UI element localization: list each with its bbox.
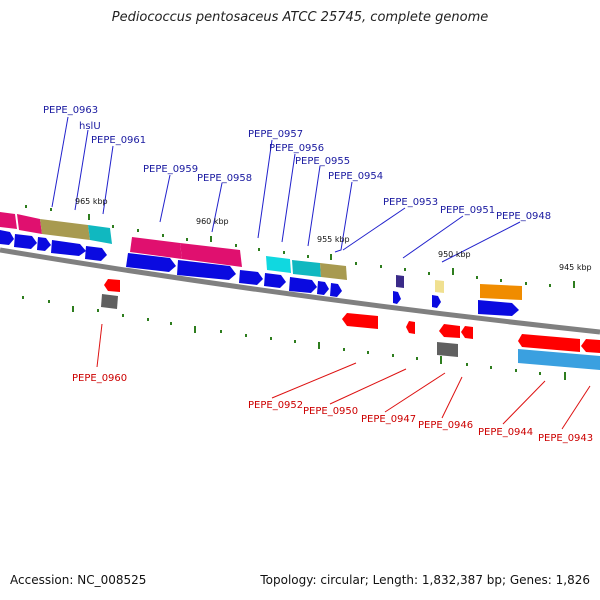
lower-ticks — [22, 296, 566, 380]
scale-label: 960 kbp — [196, 217, 229, 226]
genome-backbone — [0, 247, 600, 335]
upper-ticks — [25, 205, 575, 288]
gene-arrow — [239, 270, 263, 285]
gene-label-forward: PEPE_0953 — [383, 197, 438, 208]
gene-feature — [40, 219, 90, 240]
gene-label-reverse: PEPE_0947 — [361, 414, 416, 425]
gene-arrow — [439, 324, 460, 338]
gene-arrow — [51, 240, 86, 256]
gene-label-forward: PEPE_0958 — [197, 173, 252, 184]
gene-feature — [101, 294, 118, 309]
scale-label: 965 kbp — [75, 197, 108, 206]
gene-arrow — [317, 281, 329, 295]
accession-text: Accession: NC_008525 — [10, 573, 147, 587]
gene-arrow — [177, 260, 236, 280]
gene-arrow — [330, 283, 342, 297]
gene-feature — [435, 280, 444, 293]
gene-feature — [88, 225, 112, 244]
gene-arrow — [518, 334, 580, 352]
gene-feature — [396, 275, 404, 288]
gene-arrow — [478, 300, 519, 316]
gene-arrow — [342, 313, 378, 329]
gene-arrow — [393, 291, 401, 304]
gene-feature — [0, 212, 17, 229]
gene-feature — [17, 214, 42, 234]
gene-label-reverse: PEPE_0950 — [303, 406, 358, 417]
forward-features — [0, 212, 522, 300]
scale-label: 955 kbp — [317, 235, 350, 244]
gene-label-reverse: PEPE_0946 — [418, 420, 473, 431]
gene-arrow — [0, 230, 14, 245]
gene-label-reverse: PEPE_0952 — [248, 400, 303, 411]
gene-arrow — [289, 277, 317, 293]
gene-arrow — [14, 234, 37, 249]
gene-feature — [320, 263, 347, 280]
gene-feature — [130, 237, 182, 259]
gene-feature — [266, 256, 291, 273]
gene-label-forward: PEPE_0955 — [295, 156, 350, 167]
reverse-features — [101, 279, 600, 370]
forward-leaders — [51, 116, 521, 263]
gene-feature — [518, 349, 600, 370]
gene-label-reverse: PEPE_0960 — [72, 373, 127, 384]
gene-label-forward: PEPE_0959 — [143, 164, 198, 175]
gene-feature — [180, 243, 242, 267]
gene-arrow — [104, 279, 120, 292]
gene-label-forward: PEPE_0957 — [248, 129, 303, 140]
reverse-leaders — [96, 323, 591, 430]
gene-arrow — [37, 237, 51, 251]
gene-arrow — [264, 273, 286, 288]
gene-label-forward: PEPE_0954 — [328, 171, 383, 182]
gene-feature — [437, 342, 458, 357]
map-title: Pediococcus pentosaceus ATCC 25745, comp… — [111, 10, 489, 25]
gene-arrow — [581, 339, 600, 353]
gene-arrow — [85, 246, 107, 261]
gene-feature — [292, 260, 321, 277]
gene-label-forward: hslU — [79, 121, 101, 132]
gene-arrow — [126, 253, 176, 272]
forward-arrows — [0, 230, 519, 316]
gene-label-forward: PEPE_0961 — [91, 135, 146, 146]
gene-label-reverse: PEPE_0944 — [478, 427, 533, 438]
gene-label-forward: PEPE_0948 — [496, 211, 551, 222]
gene-arrow — [461, 326, 473, 339]
genome-summary-text: Topology: circular; Length: 1,832,387 bp… — [260, 573, 590, 587]
gene-label-forward: PEPE_0951 — [440, 205, 495, 216]
gene-label-reverse: PEPE_0943 — [538, 433, 593, 444]
gene-label-forward: PEPE_0956 — [269, 143, 324, 154]
scale-label: 950 kbp — [438, 250, 471, 259]
gene-arrow — [432, 295, 441, 308]
gene-arrow — [406, 321, 415, 334]
scale-label: 945 kbp — [559, 263, 592, 272]
gene-feature — [480, 284, 522, 300]
gene-label-forward: PEPE_0963 — [43, 105, 98, 116]
